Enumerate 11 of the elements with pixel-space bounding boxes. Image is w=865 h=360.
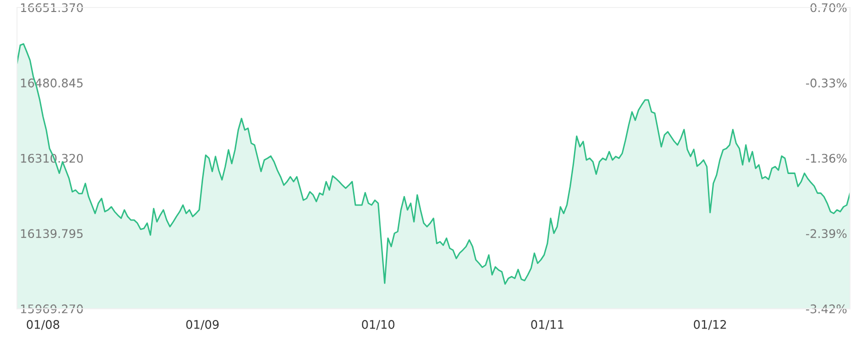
y2-tick-label: -2.39% bbox=[806, 229, 847, 238]
x-tick-label: 01/09 bbox=[186, 320, 219, 330]
x-tick-label: 01/12 bbox=[694, 320, 726, 330]
y2-tick-label: -1.36% bbox=[806, 154, 847, 163]
y-tick-label: 16651.370 bbox=[21, 3, 83, 12]
y2-tick-label: 0.70% bbox=[810, 3, 847, 12]
y2-tick-label: -0.33% bbox=[806, 78, 847, 88]
x-tick-label: 01/08 bbox=[26, 320, 60, 330]
x-tick-label: 01/11 bbox=[531, 320, 564, 330]
x-tick-label: 01/10 bbox=[362, 320, 394, 330]
y-tick-label: 16139.795 bbox=[21, 229, 83, 238]
